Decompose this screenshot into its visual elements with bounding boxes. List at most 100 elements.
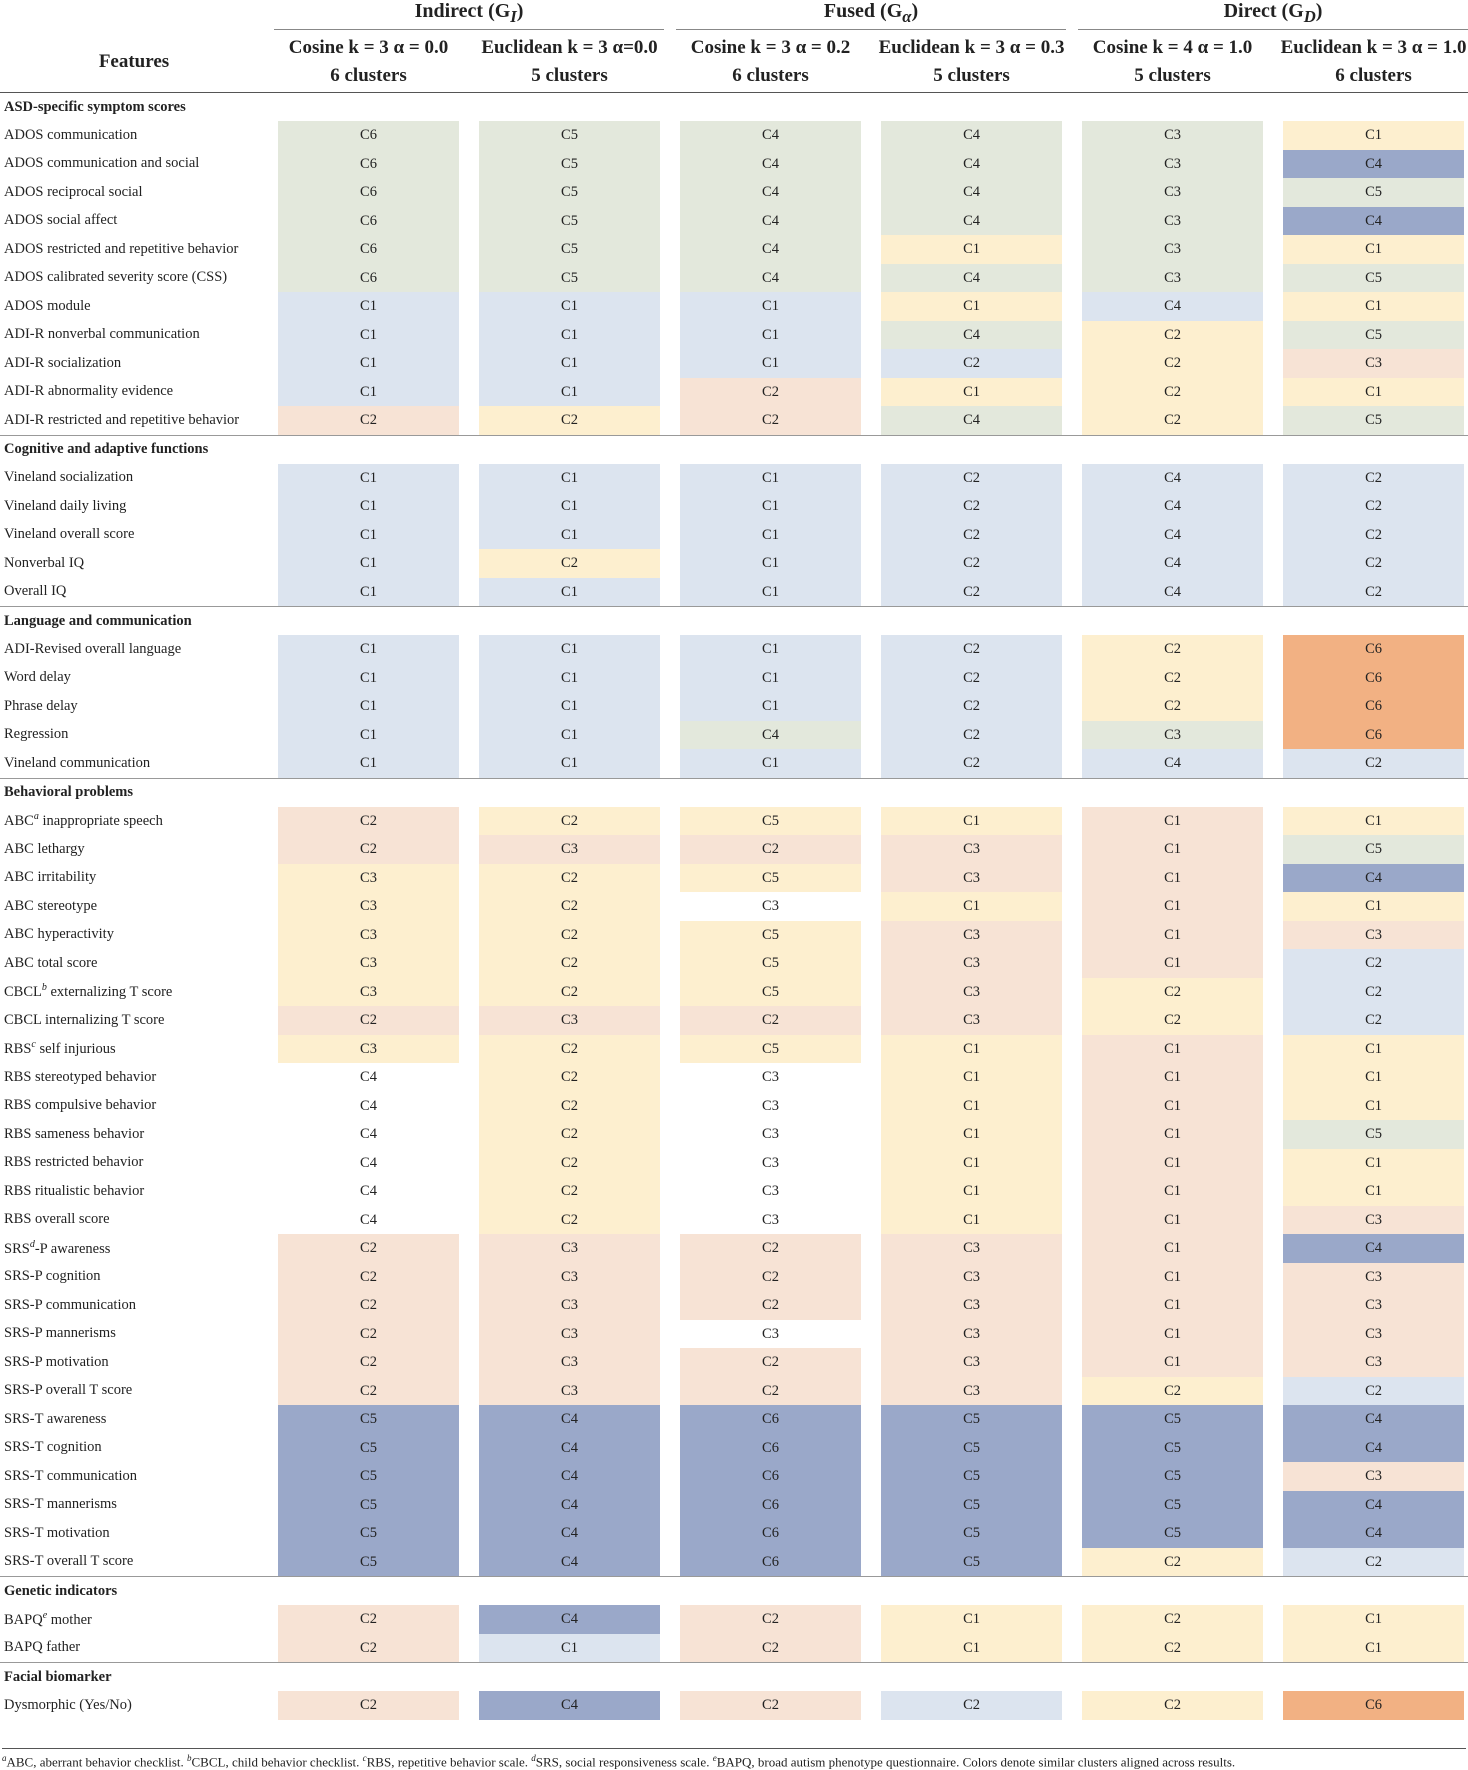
cluster-cell: C1 [1273, 377, 1468, 406]
cluster-label: C3 [1082, 121, 1264, 150]
cluster-cell: C1 [1273, 235, 1468, 264]
cluster-label: C5 [479, 206, 661, 235]
cluster-cell: C3 [871, 1376, 1072, 1405]
cluster-cell: C2 [1273, 520, 1468, 549]
table-row: RBS overall score C4 C2 C3 C1 C1 C3 [0, 1205, 1468, 1234]
cluster-cell: C2 [469, 1091, 670, 1120]
cluster-label: C4 [278, 1091, 459, 1120]
cluster-cell: C2 [670, 1262, 871, 1291]
table-row: ADOS reciprocal social C6 C5 C4 C4 C3 C5 [0, 178, 1468, 207]
cluster-label: C4 [479, 1691, 661, 1720]
cluster-cell: C4 [469, 1462, 670, 1491]
cluster-cell: C3 [670, 1120, 871, 1149]
cluster-cell: C1 [670, 320, 871, 349]
cluster-label: C2 [479, 863, 661, 892]
cluster-cell: C4 [670, 206, 871, 235]
cluster-cell: C3 [268, 977, 469, 1006]
cluster-label: C5 [479, 121, 661, 150]
cluster-cell: C1 [1273, 892, 1468, 921]
cluster-label: C2 [1082, 406, 1264, 435]
cluster-label: C4 [680, 263, 862, 292]
cluster-label: C2 [1082, 1605, 1264, 1634]
cluster-label: C4 [278, 1148, 459, 1177]
cluster-cell: C5 [1072, 1433, 1273, 1462]
cluster-label: C3 [881, 1376, 1063, 1405]
cluster-label: C5 [479, 149, 661, 178]
cluster-label: C1 [479, 577, 661, 606]
cluster-cell: C5 [469, 149, 670, 178]
cluster-cell: C5 [1273, 178, 1468, 207]
cluster-label: C6 [680, 1433, 862, 1462]
cluster-label: C2 [1283, 749, 1465, 778]
group-header-indirect: Indirect (GI) [268, 0, 670, 30]
corner-cell [0, 0, 268, 30]
cluster-label: C1 [278, 492, 459, 521]
cluster-label: C2 [278, 1691, 459, 1720]
cluster-label: C3 [479, 1376, 661, 1405]
cluster-cell: C1 [268, 663, 469, 692]
cluster-label: C4 [1082, 463, 1264, 492]
cluster-label: C1 [479, 1633, 661, 1662]
cluster-cell: C2 [871, 492, 1072, 521]
cluster-label: C1 [479, 635, 661, 664]
cluster-label: C2 [1283, 1547, 1465, 1576]
cluster-cell: C4 [1273, 149, 1468, 178]
cluster-cell: C4 [1273, 1490, 1468, 1519]
cluster-label: C4 [479, 1547, 661, 1576]
cluster-label: C2 [1082, 349, 1264, 378]
cluster-cell: C2 [670, 1376, 871, 1405]
cluster-label: C3 [680, 1205, 862, 1234]
cluster-cell: C1 [871, 1205, 1072, 1234]
cluster-cell: C3 [670, 1319, 871, 1348]
cluster-cell: C2 [1273, 492, 1468, 521]
cluster-cell: C2 [268, 1376, 469, 1405]
cluster-label: C1 [680, 549, 862, 578]
cluster-label: C1 [278, 577, 459, 606]
table-row: Vineland communication C1 C1 C1 C2 C4 C2 [0, 749, 1468, 778]
feature-label: ADI-R abnormality evidence [4, 383, 174, 400]
cluster-label: C1 [1082, 1177, 1264, 1206]
cluster-cell: C1 [1273, 1148, 1468, 1177]
cluster-label: C1 [278, 663, 459, 692]
cluster-label: C6 [1283, 663, 1465, 692]
cluster-label: C1 [1283, 1148, 1465, 1177]
cluster-cell: C5 [268, 1519, 469, 1548]
cluster-cell: C1 [268, 520, 469, 549]
table-row: Vineland overall score C1 C1 C1 C2 C4 C2 [0, 520, 1468, 549]
cluster-cell: C5 [469, 121, 670, 150]
cluster-label: C5 [479, 263, 661, 292]
cluster-cell: C1 [1273, 1034, 1468, 1063]
cluster-cell: C2 [469, 1148, 670, 1177]
method-header: Euclidean k = 3 α = 0.3 5 clusters [871, 30, 1073, 93]
cluster-label: C1 [1283, 1091, 1465, 1120]
cluster-cell: C1 [871, 292, 1072, 321]
cluster-cell: C1 [1072, 949, 1273, 978]
cluster-label: C3 [881, 1348, 1063, 1377]
cluster-label: C2 [1082, 377, 1264, 406]
cluster-cell: C2 [871, 349, 1072, 378]
cluster-label: C6 [1283, 692, 1465, 721]
footnote: aABC, aberrant behavior checklist. bCBCL… [2, 1748, 1466, 1770]
table-row: SRS-T overall T score C5 C4 C6 C5 C2 C2 [0, 1547, 1468, 1576]
cluster-label: C6 [278, 121, 459, 150]
cluster-cell: C5 [670, 806, 871, 835]
feature-label: ADOS reciprocal social [4, 183, 143, 200]
cluster-cell: C6 [1273, 663, 1468, 692]
cluster-label: C1 [1283, 1063, 1465, 1092]
cluster-cell: C1 [268, 549, 469, 578]
section-title: Genetic indicators [0, 1576, 1468, 1605]
cluster-label: C1 [1283, 892, 1465, 921]
cluster-cell: C2 [1273, 1376, 1468, 1405]
cluster-label: C1 [479, 749, 661, 778]
cluster-cell: C2 [1072, 1691, 1273, 1720]
cluster-label: C1 [1082, 892, 1264, 921]
cluster-cell: C1 [268, 463, 469, 492]
cluster-cell: C3 [268, 920, 469, 949]
cluster-cell: C5 [670, 977, 871, 1006]
cluster-label: C3 [680, 1319, 862, 1348]
cluster-label: C2 [1082, 1547, 1264, 1576]
cluster-cell: C3 [469, 1348, 670, 1377]
feature-label: ADOS communication and social [4, 155, 200, 172]
cluster-cell: C4 [1072, 577, 1273, 606]
cluster-cell: C3 [268, 892, 469, 921]
